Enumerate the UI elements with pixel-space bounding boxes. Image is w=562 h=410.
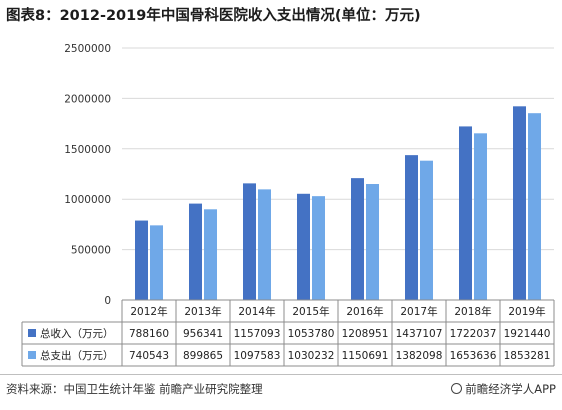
data-label: 1208951	[342, 328, 389, 340]
data-label: 1053780	[288, 328, 335, 340]
x-tick-label: 2015年	[292, 305, 329, 318]
bar-expense	[150, 225, 163, 300]
legend-swatch	[28, 329, 36, 337]
bar-expense	[528, 113, 541, 301]
bar-income	[513, 106, 526, 300]
bar-expense	[474, 133, 487, 300]
bar-income	[459, 126, 472, 300]
y-tick-label: 1000000	[64, 194, 111, 206]
x-tick-label: 2012年	[130, 305, 167, 318]
bar-income	[351, 178, 364, 300]
x-tick-label: 2013年	[184, 305, 221, 318]
data-label: 788160	[129, 328, 169, 340]
bar-expense	[420, 160, 433, 300]
bar-expense	[312, 196, 325, 300]
data-label: 899865	[183, 350, 223, 362]
source-note: 资料来源：中国卫生统计年鉴 前瞻产业研究院整理	[6, 382, 263, 396]
data-table: 2012年 2013年 2014年 2015年 2016年 2017年 2018年 2019年…	[21, 299, 555, 367]
chart-title: 图表8：2012-2019年中国骨科医院收入支出情况(单位：万元)	[6, 8, 421, 24]
brand-logo-icon	[451, 383, 463, 394]
legend-label: 总支出（万元）	[40, 349, 114, 362]
data-label: 1382098	[396, 350, 443, 362]
y-tick-label: 1500000	[64, 144, 111, 156]
x-tick-label: 2016年	[346, 305, 383, 318]
data-label: 1722037	[450, 328, 497, 340]
legend-label: 总收入（万元）	[40, 327, 114, 340]
data-label: 1157093	[234, 328, 281, 340]
gridlines	[122, 47, 554, 251]
bar-income	[135, 220, 148, 300]
bar-expense	[204, 209, 217, 300]
bar-income	[243, 183, 256, 300]
y-tick-label: 2000000	[64, 93, 111, 105]
brand-credit: 前瞻经济学人APP	[451, 381, 556, 397]
y-axis-ticks: 0 500000 1000000 1500000 2000000 2500000	[64, 43, 111, 307]
bar-chart: 0 500000 1000000 1500000 2000000 2500000 2012…	[21, 43, 555, 367]
data-label: 1150691	[342, 350, 389, 362]
data-label: 1437107	[396, 328, 443, 340]
data-label: 1853281	[504, 350, 551, 362]
data-label: 1030232	[288, 350, 335, 362]
brand-name: 前瞻经济学人APP	[465, 382, 556, 396]
x-tick-label: 2018年	[454, 305, 491, 318]
x-tick-label: 2014年	[238, 305, 275, 318]
bar-income	[297, 193, 310, 300]
data-label: 1097583	[234, 350, 281, 362]
bar-income	[189, 203, 202, 300]
y-tick-label: 2500000	[64, 43, 111, 55]
legend-swatch	[28, 351, 36, 359]
bar-expense	[366, 184, 379, 300]
bars	[135, 106, 541, 301]
data-label: 1921440	[504, 328, 551, 340]
bar-income	[405, 155, 418, 300]
bar-expense	[258, 189, 271, 300]
data-label: 1653636	[450, 350, 497, 362]
x-tick-label: 2017年	[400, 305, 437, 318]
x-tick-label: 2019年	[508, 305, 545, 318]
data-label: 956341	[183, 328, 223, 340]
footer-divider	[0, 374, 562, 375]
y-tick-label: 0	[104, 295, 111, 307]
data-label: 740543	[129, 350, 169, 362]
y-tick-label: 500000	[71, 245, 111, 257]
